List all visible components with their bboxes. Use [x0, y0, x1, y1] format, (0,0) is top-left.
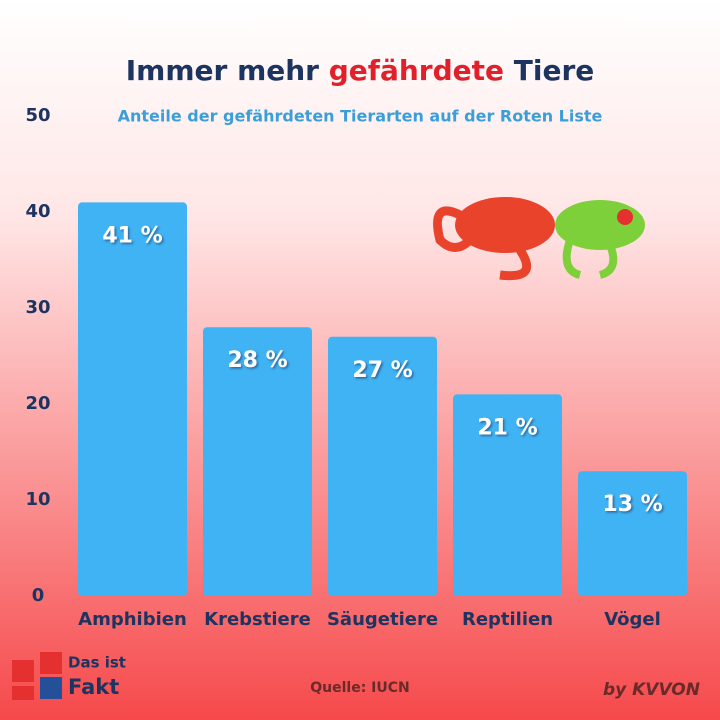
- source: Quelle: IUCN: [310, 680, 410, 696]
- logo-text: Das ist: [68, 654, 126, 672]
- logo: Das ist Fakt: [12, 652, 126, 700]
- value-label: 21 %: [477, 415, 537, 440]
- x-tick-label: Säugetiere: [327, 609, 438, 630]
- logo-text: Fakt: [68, 675, 119, 699]
- x-tick-label: Reptilien: [462, 609, 553, 630]
- bar: [78, 202, 187, 596]
- y-tick-label: 20: [25, 393, 50, 414]
- y-tick-label: 50: [25, 105, 50, 126]
- credit: by KVVON: [603, 680, 700, 700]
- value-label: 28 %: [227, 348, 287, 373]
- y-tick-label: 40: [25, 201, 50, 222]
- value-label: 41 %: [102, 223, 162, 248]
- y-tick-label: 30: [25, 297, 50, 318]
- illustration: [433, 197, 645, 281]
- y-tick-label: 0: [32, 585, 45, 606]
- x-tick-label: Vögel: [604, 609, 661, 630]
- value-label: 13 %: [602, 492, 662, 517]
- title-part: Immer mehr: [126, 54, 319, 87]
- y-tick-label: 10: [25, 489, 50, 510]
- bar: [578, 471, 687, 596]
- subtitle: Anteile der gefährdeten Tierarten auf de…: [118, 107, 603, 126]
- bar: [328, 336, 437, 596]
- bar: [203, 327, 312, 596]
- x-tick-label: Amphibien: [78, 609, 187, 630]
- chart-title: Immer mehr gefährdete Tiere: [126, 54, 595, 87]
- value-label: 27 %: [352, 358, 412, 383]
- bar: [453, 394, 562, 596]
- x-tick-label: Krebstiere: [204, 609, 311, 630]
- title-highlight: gefährdete: [329, 54, 504, 87]
- title-part: Tiere: [514, 54, 595, 87]
